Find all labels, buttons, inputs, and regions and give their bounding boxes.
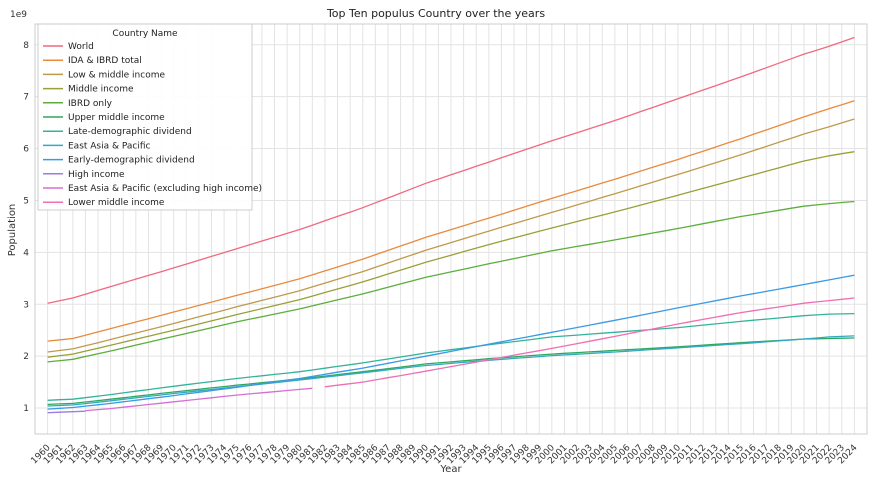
series-line-5 [47, 337, 855, 406]
series-line-2 [47, 118, 855, 353]
legend-entry: East Asia & Pacific (excluding high inco… [68, 184, 262, 194]
series-line-4 [47, 200, 855, 363]
y-tick-label: 1 [23, 404, 29, 414]
series-line-1 [47, 100, 855, 342]
series-line-9 [47, 410, 86, 414]
legend: Country Name World IDA & IBRD total Low & … [37, 23, 262, 211]
y-tick-label: 4 [23, 248, 29, 258]
legend-box [37, 23, 253, 211]
legend-entry: World [68, 42, 94, 52]
legend-entry: East Asia & Pacific [68, 141, 151, 151]
y-tick-label: 3 [23, 300, 29, 310]
series-line-0 [47, 36, 855, 304]
y-tick-label: 5 [23, 196, 29, 206]
series-line-6 [47, 312, 855, 401]
y-axis-label: Population [7, 204, 18, 257]
legend-entry: Late-demographic dividend [68, 127, 192, 137]
y-scale-label: 1e9 [10, 10, 27, 20]
chart-title: Top Ten populus Country over the years [326, 7, 545, 20]
legend-entry: Upper middle income [68, 113, 165, 123]
plot-frame [34, 23, 868, 435]
legend-entry: Lower middle income [68, 198, 165, 208]
series-line-3 [47, 151, 855, 358]
legend-entry: Middle income [68, 85, 134, 95]
series-line-7 [47, 335, 855, 407]
legend-entry: Early-demographic dividend [68, 156, 195, 166]
series-line-10 [85, 387, 313, 412]
series-line-11 [324, 297, 855, 388]
legend-entry: Low & middle income [68, 70, 165, 80]
y-tick-label: 7 [23, 93, 29, 103]
legend-entry: IBRD only [68, 99, 113, 109]
series-line-8 [47, 274, 855, 410]
series-lines [47, 36, 855, 414]
y-tick-label: 2 [23, 352, 29, 362]
y-tick-label: 8 [23, 41, 29, 51]
legend-entry: High income [68, 170, 125, 180]
legend-title: Country Name [112, 29, 178, 39]
y-tick-label: 6 [23, 145, 29, 155]
legend-entry: IDA & IBRD total [68, 56, 142, 66]
x-axis-label: Year [439, 464, 462, 475]
